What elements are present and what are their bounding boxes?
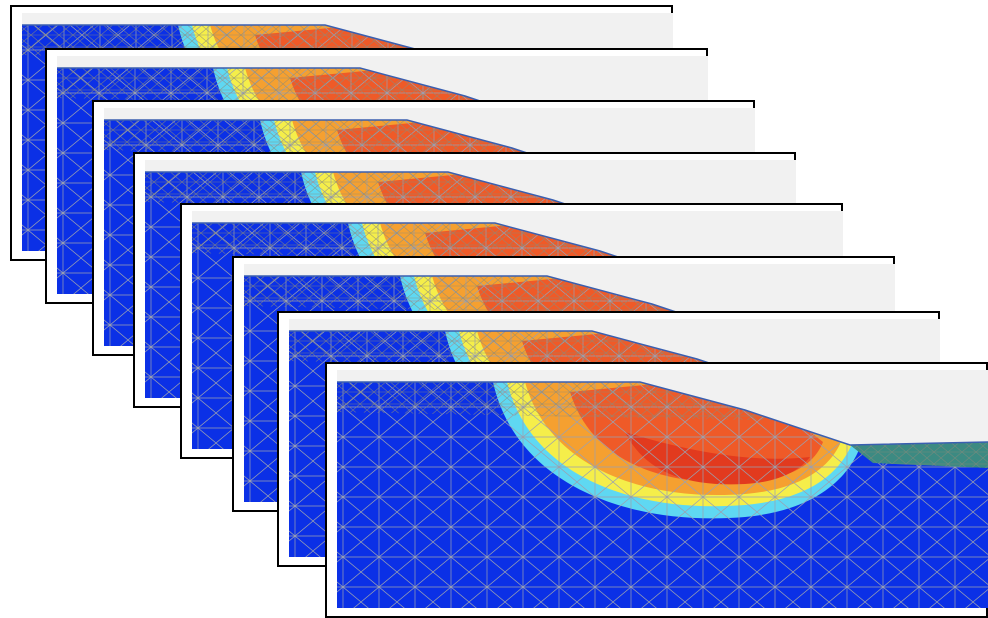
plot-frame: [326, 362, 988, 617]
stacked-slope-plots: [0, 0, 988, 618]
page: (() => { const data = JSON.parse(documen…: [0, 0, 988, 618]
